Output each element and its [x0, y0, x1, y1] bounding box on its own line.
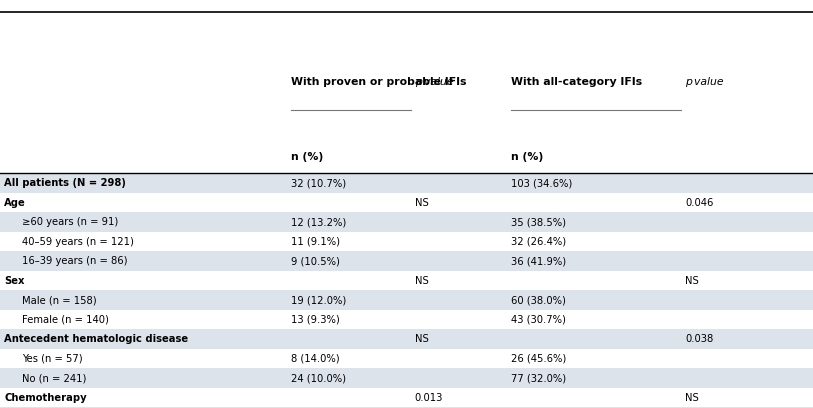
Bar: [0, 388, 813, 408]
Text: NS: NS: [685, 392, 699, 403]
Text: Female (n = 140): Female (n = 140): [22, 315, 109, 325]
Text: 32 (10.7%): 32 (10.7%): [291, 178, 346, 188]
Text: Chemotherapy: Chemotherapy: [4, 392, 87, 403]
Text: Yes (n = 57): Yes (n = 57): [22, 354, 83, 364]
Text: 0.013: 0.013: [415, 392, 443, 403]
Text: With all-category IFIs: With all-category IFIs: [511, 77, 641, 86]
Text: No (n = 241): No (n = 241): [22, 373, 86, 383]
Text: 24 (10.0%): 24 (10.0%): [291, 373, 346, 383]
Text: NS: NS: [415, 197, 428, 208]
Text: 43 (30.7%): 43 (30.7%): [511, 315, 565, 325]
Text: All patients (N = 298): All patients (N = 298): [4, 178, 126, 188]
Text: ≥60 years (n = 91): ≥60 years (n = 91): [22, 217, 118, 227]
Text: 32 (26.4%): 32 (26.4%): [511, 237, 566, 247]
Text: n (%): n (%): [511, 152, 543, 162]
Text: p value: p value: [415, 77, 454, 86]
Text: 19 (12.0%): 19 (12.0%): [291, 295, 346, 305]
Text: 36 (41.9%): 36 (41.9%): [511, 256, 566, 266]
Bar: [0, 251, 813, 271]
Text: 103 (34.6%): 103 (34.6%): [511, 178, 572, 188]
Text: 35 (38.5%): 35 (38.5%): [511, 217, 566, 227]
Text: Age: Age: [4, 197, 26, 208]
Text: With proven or probable IFIs: With proven or probable IFIs: [291, 77, 467, 86]
Bar: [0, 290, 813, 310]
Bar: [0, 193, 813, 213]
Text: Antecedent hematologic disease: Antecedent hematologic disease: [4, 334, 188, 344]
Text: 60 (38.0%): 60 (38.0%): [511, 295, 565, 305]
Text: Sex: Sex: [4, 276, 24, 286]
Text: 11 (9.1%): 11 (9.1%): [291, 237, 340, 247]
Text: NS: NS: [415, 276, 428, 286]
Text: 77 (32.0%): 77 (32.0%): [511, 373, 566, 383]
Text: 9 (10.5%): 9 (10.5%): [291, 256, 340, 266]
Text: 0.038: 0.038: [685, 334, 714, 344]
Text: 0.046: 0.046: [685, 197, 714, 208]
Bar: [0, 173, 813, 193]
Bar: [0, 271, 813, 290]
Bar: [0, 12, 813, 173]
Text: 13 (9.3%): 13 (9.3%): [291, 315, 340, 325]
Text: 8 (14.0%): 8 (14.0%): [291, 354, 340, 364]
Text: Male (n = 158): Male (n = 158): [22, 295, 97, 305]
Text: 26 (45.6%): 26 (45.6%): [511, 354, 566, 364]
Bar: [0, 310, 813, 329]
Text: 40–59 years (n = 121): 40–59 years (n = 121): [22, 237, 134, 247]
Bar: [0, 329, 813, 349]
Text: p value: p value: [685, 77, 724, 86]
Bar: [0, 213, 813, 232]
Text: 12 (13.2%): 12 (13.2%): [291, 217, 346, 227]
Text: NS: NS: [415, 334, 428, 344]
Text: 16–39 years (n = 86): 16–39 years (n = 86): [22, 256, 128, 266]
Text: n (%): n (%): [291, 152, 324, 162]
Bar: [0, 232, 813, 251]
Text: NS: NS: [685, 276, 699, 286]
Bar: [0, 349, 813, 368]
Bar: [0, 368, 813, 388]
